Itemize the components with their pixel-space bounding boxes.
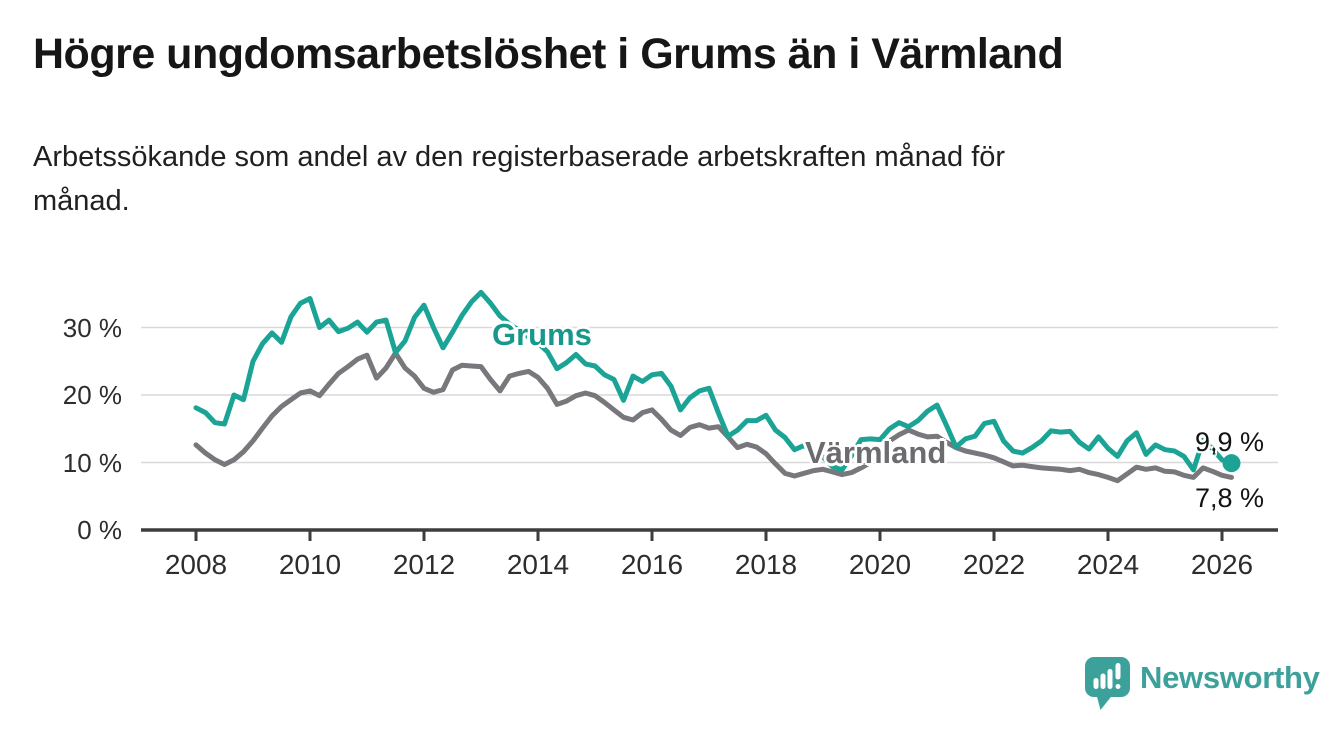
chart-title: Högre ungdomsarbetslöshet i Grums än i V… bbox=[33, 30, 1064, 78]
grums-line bbox=[193, 289, 1234, 473]
vrmland-line bbox=[193, 350, 1234, 484]
newsworthy-logo-icon bbox=[1085, 657, 1130, 710]
series-end-dot bbox=[1222, 454, 1241, 473]
end-value-label-grums: 9,9 % bbox=[1195, 427, 1265, 457]
end-value-label-varmland: 7,8 % bbox=[1195, 483, 1265, 513]
series-label-varmland: Värmland bbox=[805, 435, 947, 470]
newsworthy-wordmark: Newsworthy bbox=[1140, 660, 1320, 695]
newsworthy-logo: Newsworthy bbox=[1085, 657, 1325, 717]
chart-subtitle: Arbetssökande som andel av den registerb… bbox=[33, 141, 1006, 217]
series-label-grums: Grums bbox=[492, 317, 592, 352]
